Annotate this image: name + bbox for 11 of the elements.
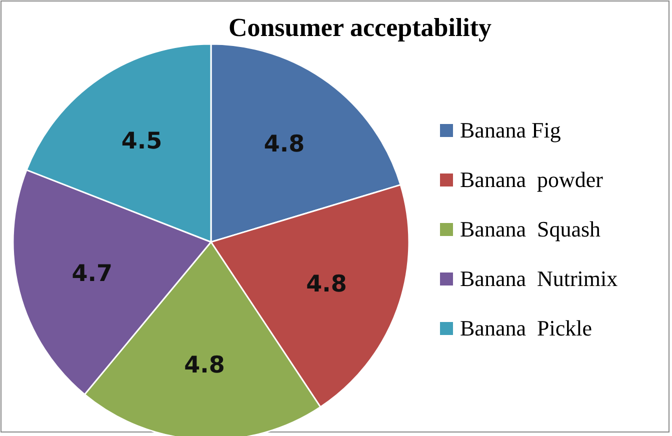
- legend-label: Banana Fig: [460, 118, 561, 143]
- data-label: 4.8: [306, 272, 347, 298]
- data-label: 4.5: [121, 128, 162, 155]
- data-label: 4.8: [184, 352, 225, 379]
- legend-label: Banana Nutrimix: [460, 266, 618, 292]
- chart-title: Consumer acceptability: [228, 13, 492, 42]
- legend-label: Banana Squash: [460, 216, 601, 242]
- data-label: 4.7: [72, 260, 113, 287]
- legend-label: Banana powder: [460, 167, 604, 192]
- legend-label: Banana Pickle: [460, 316, 592, 341]
- data-label: 4.8: [264, 132, 305, 158]
